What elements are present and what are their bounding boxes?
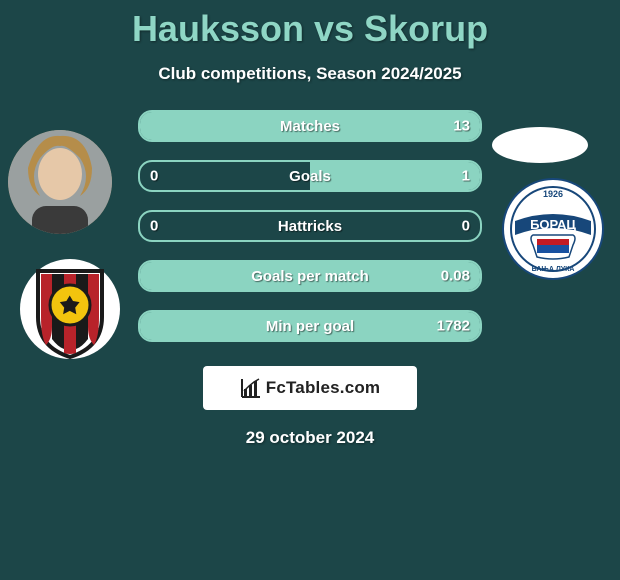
stat-right-value: 1 (462, 168, 470, 185)
infographic-container: Hauksson vs Skorup Club competitions, Se… (0, 8, 620, 580)
brand-label: FcTables.com (266, 378, 381, 398)
stat-right-value: 13 (453, 118, 470, 135)
club-right-badge: 1926 БОРАЦ БАЊА ЛУКА (501, 177, 605, 281)
right-badge-top-text: БОРАЦ (530, 217, 576, 232)
stat-right-value: 1782 (437, 318, 470, 335)
stat-row-goals: 0 Goals 1 (138, 160, 482, 192)
player-right-photo (492, 127, 588, 163)
stat-fill-right (310, 162, 480, 190)
stat-metric: Min per goal (266, 318, 354, 335)
right-badge-year: 1926 (543, 189, 563, 199)
stat-left-value: 0 (150, 168, 158, 185)
brand-box: FcTables.com (203, 366, 417, 410)
club-left-badge (18, 257, 122, 361)
stat-right-value: 0.08 (441, 268, 470, 285)
stat-metric: Matches (280, 118, 340, 135)
stat-metric: Goals (289, 168, 331, 185)
stat-row-hattricks: 0 Hattricks 0 (138, 210, 482, 242)
stat-row-goals-per-match: Goals per match 0.08 (138, 260, 482, 292)
stat-left-value: 0 (150, 218, 158, 235)
date: 29 october 2024 (0, 428, 620, 448)
stat-metric: Hattricks (278, 218, 342, 235)
stat-right-value: 0 (462, 218, 470, 235)
title: Hauksson vs Skorup (0, 8, 620, 50)
stat-row-min-per-goal: Min per goal 1782 (138, 310, 482, 342)
right-badge-bottom-text: БАЊА ЛУКА (532, 266, 575, 273)
subtitle: Club competitions, Season 2024/2025 (0, 64, 620, 84)
chart-icon (240, 377, 262, 399)
stat-row-matches: Matches 13 (138, 110, 482, 142)
player-left-photo (8, 130, 112, 234)
stat-metric: Goals per match (251, 268, 369, 285)
